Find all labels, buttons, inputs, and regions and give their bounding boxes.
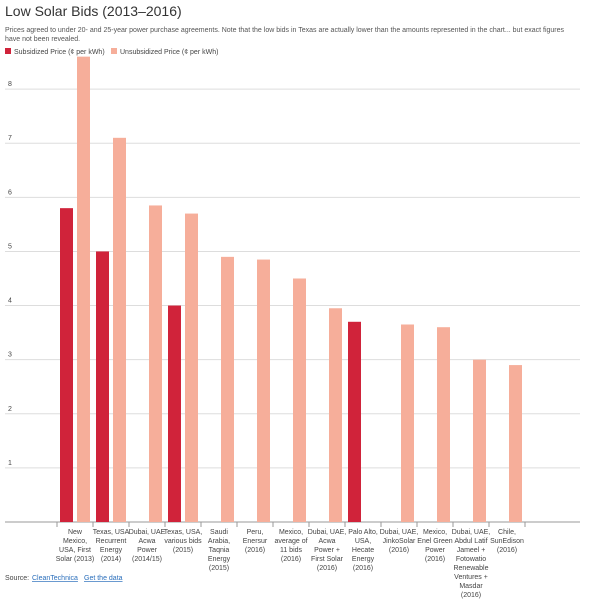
x-tick-label: (2015) [209, 565, 229, 572]
x-tick-label: Peru, [247, 529, 264, 536]
x-tick-label: Masdar [459, 583, 483, 590]
y-tick-label: 8 [8, 81, 12, 88]
x-tick-label: Fotowatio [456, 556, 486, 563]
x-tick-label: Hecate [352, 547, 374, 554]
legend-swatch [5, 48, 11, 54]
legend-label: Unsubsidized Price (¢ per kWh) [120, 49, 218, 56]
x-tick-label: Palo Alto, [348, 529, 378, 536]
x-tick-label: Saudi [210, 529, 228, 536]
x-tick-label: USA, First [59, 547, 91, 554]
x-tick-label: Mexico, [63, 538, 87, 545]
x-tick-label: Ventures + [454, 574, 488, 581]
x-tick-label: Texas, USA, [164, 529, 203, 536]
chart-subtitle: have not been revealed. [5, 36, 80, 43]
x-tick-label: Jameel + [457, 547, 486, 554]
x-tick-label: Arabia, [208, 538, 230, 545]
x-tick-label: (2016) [425, 556, 445, 563]
chart-title: Low Solar Bids (2013–2016) [5, 3, 182, 19]
x-tick-label: (2016) [497, 547, 517, 554]
x-tick-label: Dubai, UAE [129, 529, 166, 536]
bar [149, 205, 162, 522]
x-tick-label: Enel Green [417, 538, 453, 545]
bar [96, 251, 109, 522]
x-tick-label: Texas, USA [93, 529, 130, 536]
x-tick-label: (2016) [389, 547, 409, 554]
x-tick-label: Taqnia [209, 547, 230, 554]
x-tick-label: Dubai, UAE, [380, 529, 419, 536]
data-link[interactable]: Get the data [84, 575, 123, 582]
bar [113, 137, 126, 523]
x-tick-label: (2016) [245, 547, 265, 554]
x-tick-label: Energy [100, 547, 123, 554]
x-tick-label: average of [274, 538, 307, 545]
x-tick-label: Chile, [498, 529, 516, 536]
x-tick-label: (2014) [101, 556, 121, 563]
x-tick-label: SunEdison [490, 538, 524, 545]
x-tick-label: (2014/15) [132, 556, 162, 563]
x-tick-label: 11 bids [280, 547, 303, 554]
bar [509, 365, 522, 522]
y-tick-label: 6 [8, 189, 12, 196]
x-tick-label: First Solar [311, 556, 344, 563]
bar [221, 256, 234, 522]
bar [437, 327, 450, 522]
x-tick-label: (2015) [173, 547, 193, 554]
y-tick-label: 3 [8, 352, 12, 359]
x-tick-label: Dubai, UAE, [308, 529, 347, 536]
x-tick-label: Solar (2013) [56, 556, 95, 563]
x-tick-label: Acwa [138, 538, 155, 545]
bar [77, 56, 90, 523]
x-tick-label: Power + [314, 547, 340, 554]
y-tick-label: 1 [8, 460, 12, 467]
x-tick-label: Renewable [453, 565, 488, 572]
x-tick-label: (2016) [317, 565, 337, 572]
source-label: Source: [5, 575, 29, 582]
x-tick-label: USA, [355, 538, 371, 545]
x-tick-label: Energy [352, 556, 375, 563]
x-tick-label: various bids [164, 538, 202, 545]
bar [257, 259, 270, 522]
x-tick-label: Abdul Latif [454, 538, 487, 545]
bar [185, 213, 198, 523]
x-tick-label: Acwa [318, 538, 335, 545]
x-tick-label: Power [425, 547, 446, 554]
x-tick-label: (2016) [461, 592, 481, 599]
source-link[interactable]: CleanTechnica [32, 575, 78, 582]
x-tick-label: Mexico, [423, 529, 447, 536]
x-tick-label: New [68, 529, 83, 536]
x-tick-label: Dubai, UAE, [452, 529, 491, 536]
legend-swatch [111, 48, 117, 54]
y-tick-label: 2 [8, 406, 12, 413]
x-tick-label: (2016) [353, 565, 373, 572]
x-tick-label: Recurrent [96, 538, 127, 545]
y-tick-label: 4 [8, 298, 12, 305]
x-tick-label: (2016) [281, 556, 301, 563]
y-tick-label: 7 [8, 135, 12, 142]
bar [168, 305, 181, 522]
x-tick-label: JinkoSolar [383, 538, 416, 545]
chart-subtitle: Prices agreed to under 20- and 25-year p… [5, 27, 565, 34]
x-tick-label: Enersur [243, 538, 268, 545]
bar [401, 324, 414, 522]
bar [473, 359, 486, 522]
bar [348, 321, 361, 522]
x-tick-label: Mexico, [279, 529, 303, 536]
bar [329, 308, 342, 522]
bar [60, 208, 73, 522]
y-tick-label: 5 [8, 243, 12, 250]
bar [293, 278, 306, 522]
x-tick-label: Energy [208, 556, 231, 563]
legend-label: Subsidized Price (¢ per kWh) [14, 49, 105, 56]
x-tick-label: Power [137, 547, 158, 554]
